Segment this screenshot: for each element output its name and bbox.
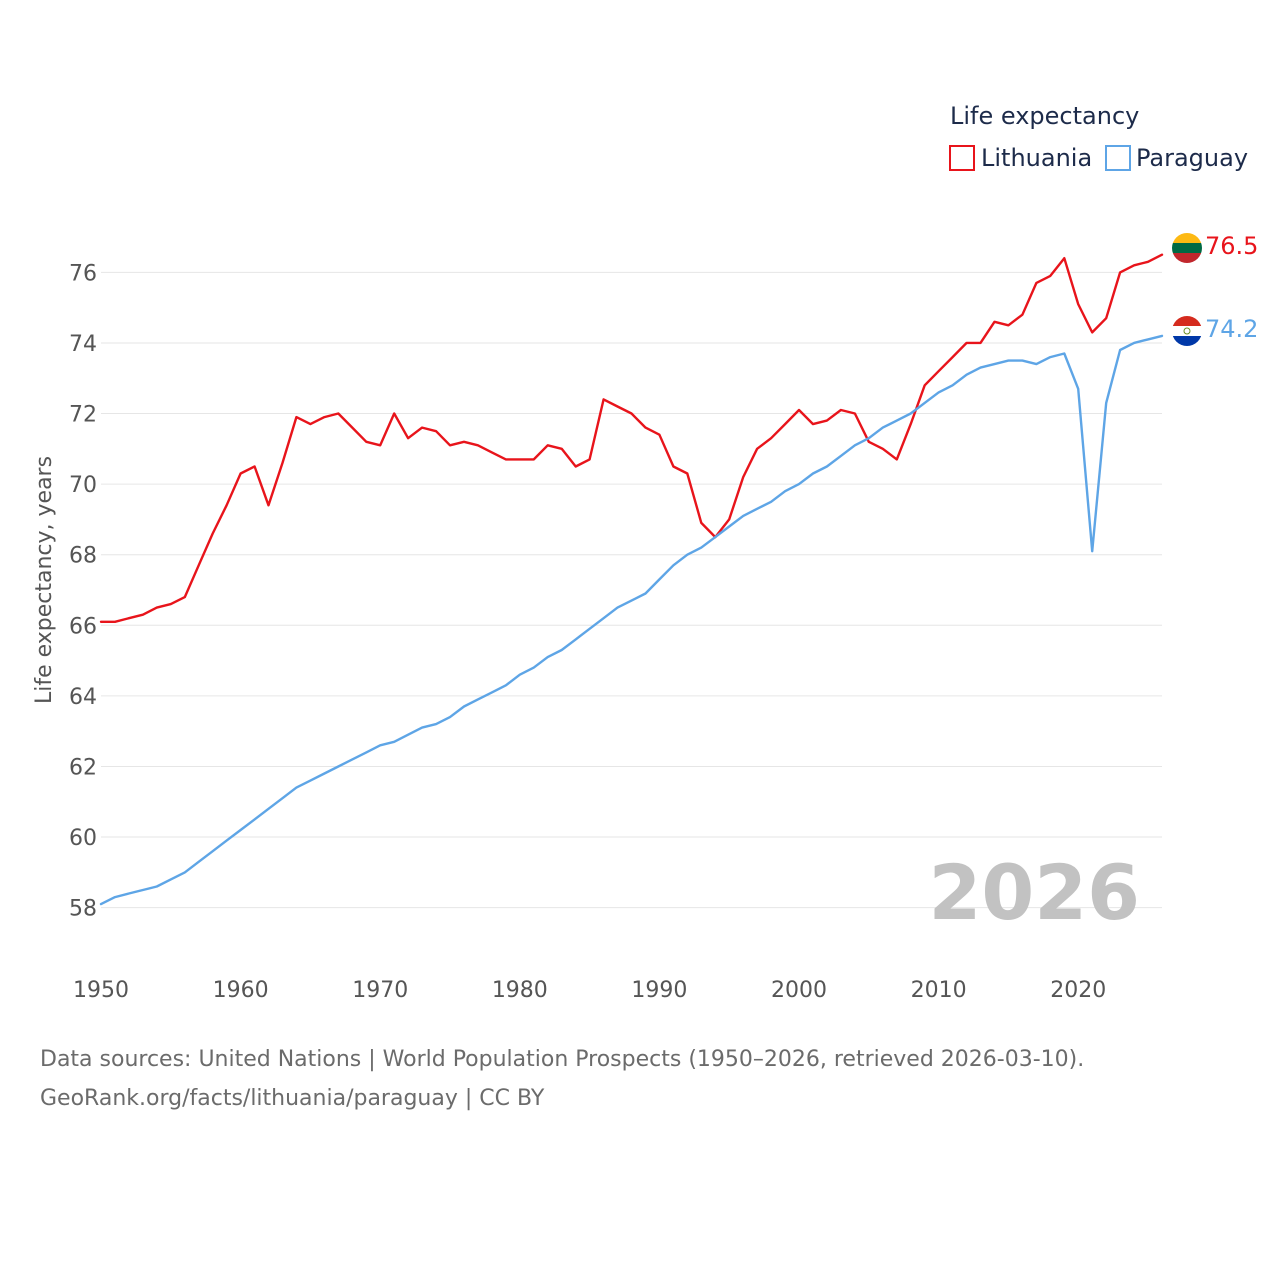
y-tick-68: 68 [69, 544, 97, 569]
x-tick-2000: 2000 [771, 978, 827, 1003]
x-tick-1960: 1960 [213, 978, 269, 1003]
gridlines [101, 271, 1162, 909]
legend-label-lithuania[interactable]: Lithuania [981, 144, 1092, 172]
x-tick-2020: 2020 [1050, 978, 1106, 1003]
source-line: Data sources: United Nations | World Pop… [40, 1047, 1085, 1072]
y-tick-76: 76 [69, 261, 97, 286]
x-tick-1990: 1990 [631, 978, 687, 1003]
y-tick-66: 66 [69, 614, 97, 639]
legend-swatch-lithuania[interactable] [949, 145, 975, 171]
y-tick-72: 72 [69, 403, 97, 428]
y-tick-60: 60 [69, 826, 97, 851]
y-tick-64: 64 [69, 685, 97, 710]
lithuania-flag-icon [1172, 233, 1202, 263]
life-expectancy-chart: 58 60 62 64 66 68 70 72 74 76 1950 1960 1970 1980 199… [32, 102, 1258, 1003]
y-tick-62: 62 [69, 755, 97, 780]
series-lines [99, 253, 1164, 906]
end-value-label-lithuania: 76.5 [1205, 232, 1258, 260]
y-axis-ticks: 58 60 62 64 66 68 70 72 74 76 [69, 261, 97, 921]
series-line-paraguay[interactable] [99, 334, 1164, 906]
attribution-link[interactable]: GeoRank.org/facts/lithuania/paraguay | C… [40, 1086, 545, 1111]
x-tick-2010: 2010 [911, 978, 967, 1003]
legend-label-paraguay[interactable]: Paraguay [1136, 144, 1248, 172]
y-axis-title: Life expectancy, years [32, 456, 57, 704]
end-value-label-paraguay: 74.2 [1205, 315, 1258, 343]
data-source-note: Data sources: United Nations | World Pop… [40, 1040, 1260, 1118]
x-tick-1970: 1970 [352, 978, 408, 1003]
paraguay-flag-icon [1172, 316, 1202, 346]
year-watermark: 2026 [928, 848, 1140, 937]
series-line-lithuania[interactable] [99, 253, 1164, 623]
y-tick-70: 70 [69, 473, 97, 498]
x-tick-1950: 1950 [73, 978, 129, 1003]
legend: Life expectancy Lithuania Paraguay [949, 102, 1248, 172]
x-tick-1980: 1980 [492, 978, 548, 1003]
y-tick-74: 74 [69, 332, 97, 357]
legend-swatch-paraguay[interactable] [1105, 145, 1131, 171]
legend-title: Life expectancy [950, 102, 1139, 130]
y-tick-58: 58 [69, 897, 97, 922]
x-axis-ticks: 1950 1960 1970 1980 1990 2000 2010 2020 [73, 978, 1106, 1003]
